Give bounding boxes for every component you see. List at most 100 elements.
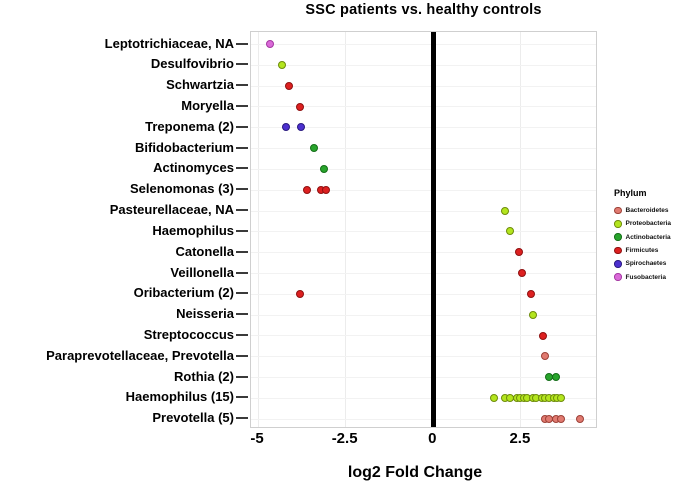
data-point <box>505 227 514 236</box>
gridline-horizontal <box>251 356 596 358</box>
y-axis-tick <box>236 250 248 253</box>
y-axis-label: Neisseria <box>176 306 234 322</box>
legend-label: Actinobacteria <box>625 233 671 241</box>
gridline-horizontal <box>251 148 596 150</box>
data-point <box>541 352 550 361</box>
data-point <box>576 414 585 423</box>
y-axis-tick <box>236 84 248 87</box>
firmicutes-swatch-icon <box>614 246 622 255</box>
legend: Phylum Bacteroidetes Proteobacteria Actino… <box>614 188 675 284</box>
gridline-horizontal <box>251 335 596 337</box>
y-axis-tick <box>236 229 248 232</box>
data-point <box>285 81 294 90</box>
data-point <box>500 206 509 215</box>
legend-title: Phylum <box>614 188 647 198</box>
gridline-horizontal <box>251 168 596 170</box>
data-point <box>527 289 535 298</box>
y-axis-label: Haemophilus (15) <box>125 389 234 405</box>
y-axis-label: Treponema (2) <box>145 118 234 134</box>
proteobacteria-swatch-icon <box>614 220 622 228</box>
gridline-horizontal <box>251 64 596 66</box>
y-axis-label: Leptotrichiaceae, NA <box>104 35 234 51</box>
y-axis-label: Schwartzia <box>166 77 234 93</box>
gridline-vertical <box>520 32 522 427</box>
y-axis-tick <box>236 188 248 191</box>
data-point <box>556 394 565 403</box>
data-point <box>528 310 537 319</box>
y-axis-tick <box>236 354 248 357</box>
gridline-horizontal <box>251 377 596 379</box>
gridline-horizontal <box>251 231 596 233</box>
y-axis-tick <box>236 417 248 420</box>
y-axis-label: Veillonella <box>170 264 234 280</box>
y-axis-label: Paraprevotellaceae, Prevotella <box>46 347 234 363</box>
gridline-horizontal <box>251 252 596 254</box>
y-axis-tick <box>236 209 248 212</box>
y-axis-label: Oribacterium (2) <box>133 285 234 301</box>
fusobacteria-swatch-icon <box>614 273 622 281</box>
y-axis-label: Rothia (2) <box>174 368 234 384</box>
data-point <box>302 185 311 194</box>
legend-item: Actinobacteria <box>614 231 675 244</box>
data-point <box>278 60 287 69</box>
data-point <box>539 331 548 340</box>
gridline-horizontal <box>251 293 596 295</box>
x-axis-tick-label: 0 <box>428 430 437 447</box>
y-axis-label: Haemophilus <box>152 222 234 238</box>
x-axis-tick-label: 2.5 <box>509 430 531 447</box>
legend-item: Firmicutes <box>614 244 675 257</box>
data-point <box>321 185 330 194</box>
legend-label: Proteobacteria <box>625 220 672 228</box>
legend-item: Proteobacteria <box>614 217 675 230</box>
y-axis-tick <box>236 375 248 378</box>
gridline-horizontal <box>251 44 596 45</box>
y-axis-label: Streptococcus <box>143 326 234 342</box>
data-point <box>551 373 560 382</box>
gridline-horizontal <box>251 85 596 87</box>
gridline-horizontal <box>251 127 596 129</box>
data-point <box>490 394 499 403</box>
y-axis-tick <box>236 313 248 316</box>
y-axis-tick <box>236 333 248 336</box>
data-point <box>309 144 318 153</box>
data-point <box>320 165 329 174</box>
y-axis-tick <box>236 125 248 128</box>
gridline-horizontal <box>251 210 596 212</box>
y-axis-tick <box>236 104 248 107</box>
bacteroidetes-swatch-icon <box>614 206 622 215</box>
x-axis-title: log2 Fold Change <box>347 464 483 481</box>
data-point <box>514 248 523 257</box>
spirochaetes-swatch-icon <box>614 260 622 268</box>
plot-panel <box>250 31 597 428</box>
gridline-horizontal <box>251 314 596 316</box>
data-point <box>518 269 527 278</box>
y-axis-label: Bifidobacterium <box>135 139 234 155</box>
gridline-horizontal <box>251 418 596 420</box>
data-point <box>297 123 306 132</box>
chart-title: SSC patients vs. healthy controls <box>305 2 542 18</box>
gridline-horizontal <box>251 273 596 275</box>
y-axis-label: Desulfovibrio <box>150 56 234 72</box>
x-axis-tick-label: -2.5 <box>331 430 358 447</box>
legend-label: Spirochaetes <box>625 260 667 268</box>
legend-label: Fusobacteria <box>625 273 666 281</box>
legend-label: Bacteroidetes <box>625 207 669 215</box>
y-axis-tick <box>236 42 248 45</box>
actinobacteria-swatch-icon <box>614 233 622 241</box>
y-axis-tick <box>236 167 248 170</box>
zero-reference-line <box>430 32 436 427</box>
y-axis-label: Selenomonas (3) <box>129 181 234 197</box>
legend-items: Bacteroidetes Proteobacteria Actinobacteri… <box>614 204 675 284</box>
gridline-horizontal <box>251 189 596 191</box>
y-axis-label: Pasteurellaceae, NA <box>109 202 234 218</box>
y-axis-tick <box>236 146 248 149</box>
legend-item: Bacteroidetes <box>614 204 675 217</box>
y-axis-tick <box>236 292 248 295</box>
data-point <box>556 414 565 423</box>
y-axis-label: Prevotella (5) <box>152 410 234 426</box>
y-axis-tick <box>236 271 248 274</box>
gridline-vertical <box>257 32 259 427</box>
gridline-horizontal <box>251 397 596 399</box>
y-axis-label: Catonella <box>175 243 234 259</box>
